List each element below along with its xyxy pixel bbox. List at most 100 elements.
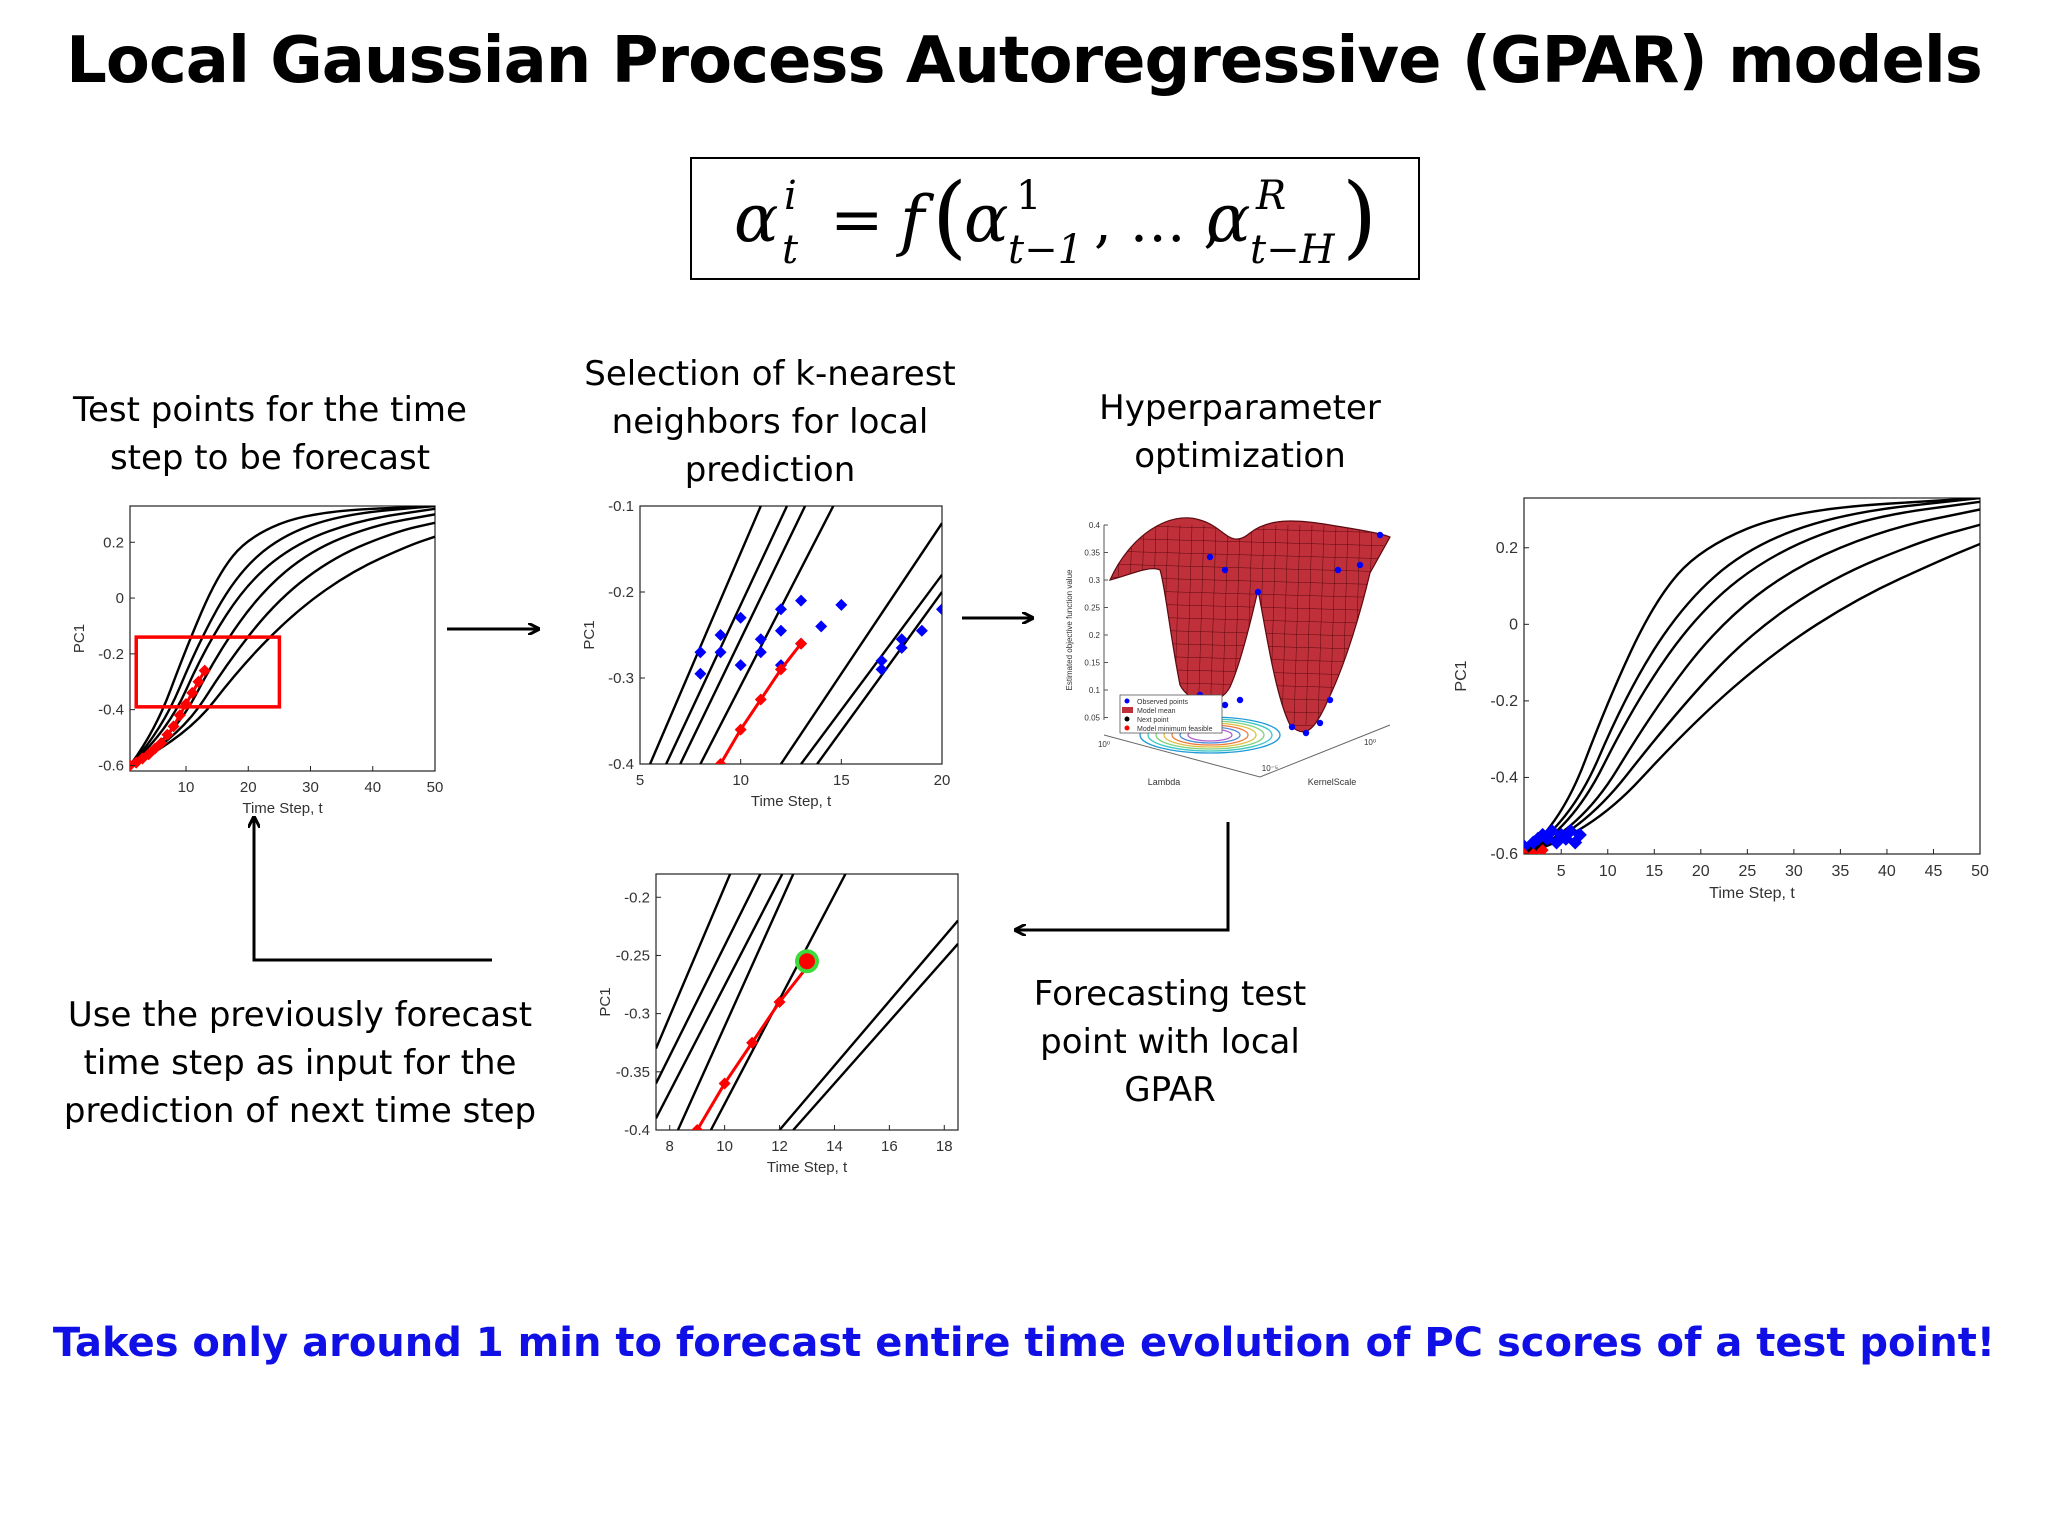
y-tick-label: -0.6 [98, 757, 124, 774]
z-tick-label: 0.35 [1084, 549, 1100, 558]
caption-hyperparameter: Hyperparameter optimization [1099, 388, 1381, 476]
input-point-7 [1549, 835, 1564, 850]
legend-entry: Model minimum feasible [1137, 726, 1213, 733]
forecast-point-7 [161, 728, 174, 741]
local-gpar-forecast-plot: 8 10 12 14 16 18 -0.4 -0.35 -0.3 -0.25 -0.2 Time St… [597, 873, 959, 1176]
x-tick-label: 15 [1645, 863, 1663, 880]
observed-point-2 [1221, 566, 1229, 574]
legend-observed-marker [1124, 698, 1130, 704]
y-tick-label: 0.2 [1496, 540, 1518, 557]
eq-arg1-sup: 1 [1016, 173, 1041, 219]
x-axis-label: Time Step, t [751, 793, 832, 810]
x-tick-label: 20 [934, 772, 950, 789]
series-line-6 [778, 919, 958, 1130]
y-axis-label: PC1 [1453, 660, 1470, 691]
series-line-3 [656, 874, 784, 1119]
neighbor-point-2-1 [694, 667, 707, 680]
input-point-3 [1530, 831, 1545, 846]
y-tick-label: 0.2 [103, 534, 124, 551]
series-line-6 [130, 535, 435, 767]
x-tick-label: 40 [364, 779, 381, 796]
y-tick-label: -0.2 [624, 889, 650, 906]
neighbor-point-3-3 [774, 603, 787, 616]
eq-open-paren: ( [932, 164, 967, 269]
arrow-feedback [254, 818, 492, 962]
series-line-4 [676, 874, 795, 1130]
new-forecast-point [795, 949, 819, 974]
x-axis-label: Time Step, t [767, 1159, 848, 1176]
series-line-3 [130, 507, 435, 767]
y-tick-label: -0.4 [624, 1122, 650, 1139]
y-tick-label: -0.2 [1490, 693, 1518, 710]
slide-title: Local Gaussian Process Autoregressive (G… [66, 24, 1983, 98]
legend-entry: Next point [1137, 717, 1169, 724]
plot-frame [639, 505, 943, 765]
x-axis-label: Time Step, t [242, 800, 323, 817]
z-tick-label: 0.25 [1084, 604, 1100, 613]
legend-min-marker [1124, 725, 1130, 731]
plot-area [648, 506, 942, 764]
series-line-5 [779, 522, 942, 764]
series-line-6 [800, 574, 942, 764]
legend-entry: Observed points [1137, 699, 1188, 706]
x-tick-label: 50 [1971, 863, 1989, 880]
surface-mesh-line [1110, 537, 1390, 547]
eq-close-paren: ) [1342, 164, 1377, 269]
eq-lhs-sup: i [784, 173, 797, 219]
plot-frame [1523, 497, 1981, 855]
y-axis-label: PC1 [71, 624, 88, 653]
z-tick-label: 0.4 [1089, 521, 1101, 530]
caption-previous-step: Use the previously forecast time step as… [63, 995, 537, 1131]
eq-f: f [895, 182, 935, 259]
neighbor-point-6-4 [936, 603, 942, 616]
z-tick-label: 0.1 [1089, 686, 1101, 695]
neighbor-point-4-2 [774, 624, 787, 637]
surface-mesh-line [1209, 524, 1217, 726]
eq-ellipsis: , … , [1094, 190, 1221, 255]
observed-point-5 [1221, 701, 1229, 709]
full-forecast-plot: 5 10 15 20 25 30 35 40 45 50 -0.6 -0.4 -0.2 0 0.2 Time … [1453, 497, 1989, 902]
neighbor-point-1-1 [694, 646, 707, 659]
caption-knn: Selection of k-nearest neighbors for loc… [584, 354, 956, 490]
base-plane-edge [1103, 724, 1391, 778]
series-line-1 [130, 506, 435, 767]
forecast-point-12 [192, 675, 205, 688]
input-point-4 [1535, 827, 1550, 842]
neighbor-point-5-3 [815, 620, 828, 633]
caption-forecasting: Forecasting test point with local GPAR [1033, 974, 1307, 1110]
x-tick-label: 35 [1832, 863, 1850, 880]
forecast-point-3 [746, 1036, 759, 1049]
z-tick-label: 0.15 [1084, 659, 1100, 668]
legend-entry: Model mean [1137, 708, 1176, 715]
eq-arg1-sub: t−1 [1008, 227, 1083, 273]
x-tick-label: 12 [771, 1138, 788, 1155]
observed-point-13 [1356, 561, 1364, 569]
series-line-1 [648, 506, 762, 764]
x-tick-label: 25 [1738, 863, 1756, 880]
observed-point-10 [1316, 719, 1324, 727]
eq-lhs-sub: t [782, 227, 799, 273]
forecast-point-2 [734, 723, 747, 736]
series-line-1 [1524, 498, 1980, 854]
forecast-point-4 [773, 996, 786, 1008]
test-points-plot: 10 20 30 40 50 -0.6 -0.4 -0.2 0 0.2 Time Step, t PC… [71, 505, 443, 817]
surface-mesh-line [1113, 524, 1121, 726]
x-tick-label: 10 [178, 779, 195, 796]
y-tick-label: -0.2 [98, 646, 124, 663]
surface-mesh-line [1110, 563, 1390, 573]
surface-tick-label: 10⁰ [1098, 740, 1110, 749]
plot-area [1524, 498, 1980, 854]
surface-tick-label: 10⁰ [1364, 738, 1376, 747]
x-axis-label: Time Step, t [1709, 885, 1795, 902]
input-point-2 [1526, 835, 1541, 850]
neighbor-point-1-2 [714, 629, 727, 641]
neighbor-point-5-4 [835, 598, 848, 611]
surface-legend: Observed points Model mean Next point Model… [1119, 694, 1223, 734]
footer-note: Takes only around 1 min to forecast enti… [52, 1320, 1996, 1366]
series-line-2 [665, 506, 789, 764]
series-line-3 [679, 506, 807, 764]
surface-mesh-line [1110, 654, 1390, 664]
x-tick-label: 15 [833, 772, 850, 789]
surface-mesh-line [1110, 680, 1390, 690]
lambda-axis-label: Lambda [1148, 777, 1181, 787]
